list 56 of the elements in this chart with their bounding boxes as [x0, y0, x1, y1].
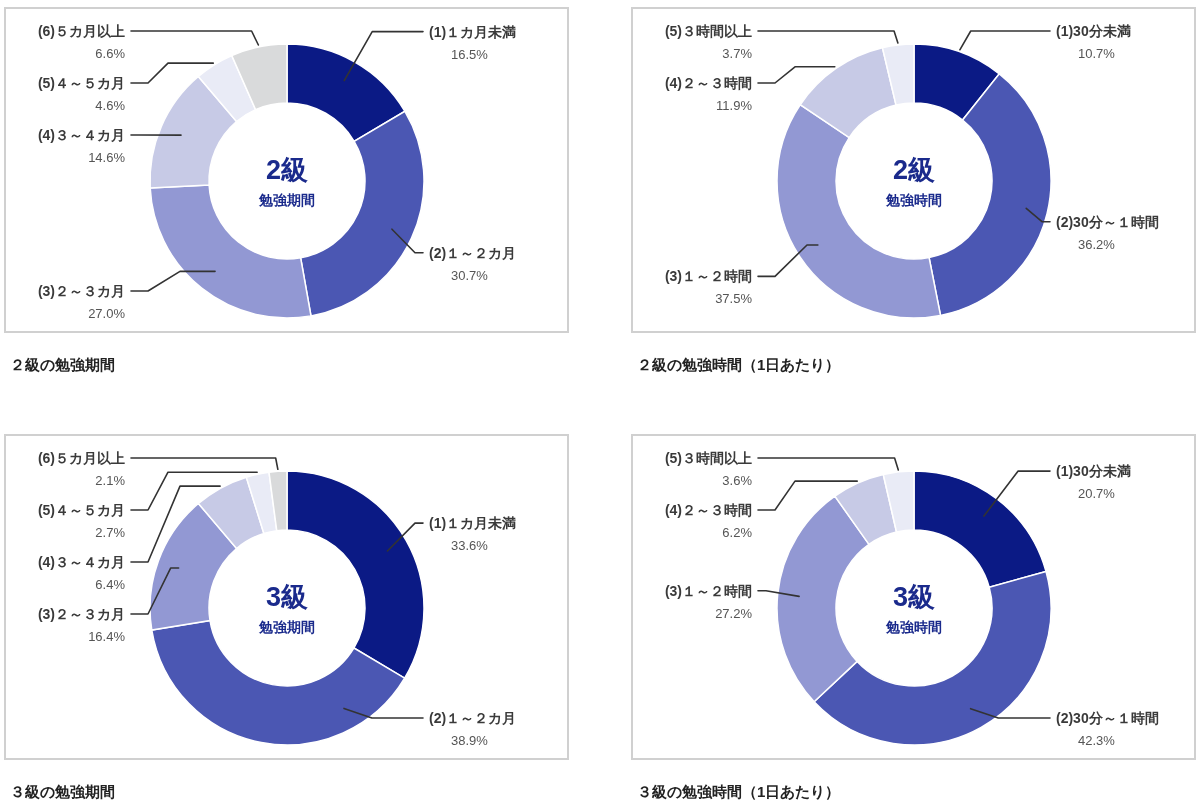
slice-label: (3)１～２時間: [664, 268, 752, 285]
text: 勉強時間: [885, 192, 942, 208]
slice-label: (2)１～２カ月: [429, 710, 517, 726]
data-label: 27.2%: [715, 605, 753, 621]
data-label: 14.6%: [88, 150, 126, 165]
data-label: 2.1%: [95, 473, 126, 488]
data-label: 42.3%: [1078, 733, 1116, 748]
slice-label: (1)30分未満: [1056, 463, 1131, 480]
slice-label: (4)３～４カ月: [37, 554, 125, 570]
data-label: 10.7%: [1078, 46, 1116, 61]
slice-label: (6)５カ月以上: [37, 23, 125, 39]
data-label: 3.6%: [722, 473, 753, 488]
slice-label: (2)１～２カ月: [429, 244, 517, 261]
text: 3級: [265, 582, 309, 612]
data-label: 4.6%: [95, 98, 126, 113]
text: 勉強時間: [885, 619, 942, 635]
data-label: 11.9%: [716, 98, 753, 113]
data-label: 38.9%: [451, 733, 489, 748]
data-label: 2.7%: [95, 525, 126, 540]
text: 3級: [892, 582, 936, 612]
data-label: 16.5%: [451, 46, 489, 62]
slice-label: (2)30分～１時間: [1056, 213, 1159, 230]
data-label: 30.7%: [451, 267, 489, 283]
data-label: 3.7%: [722, 46, 753, 61]
slice-label: (4)２～３時間: [664, 502, 752, 518]
text: ３級の勉強期間: [10, 783, 115, 800]
data-label: 37.5%: [715, 291, 753, 307]
slice-label: (3)２～３カ月: [37, 606, 125, 622]
slice-label: (5)３時間以上: [664, 450, 752, 466]
data-label: 6.2%: [722, 525, 753, 540]
text: 2級: [265, 155, 309, 185]
text: 勉強期間: [258, 192, 315, 208]
data-label: 6.4%: [95, 577, 126, 592]
data-label: 33.6%: [451, 538, 489, 554]
slice-label: (5)３時間以上: [664, 23, 752, 39]
slice-label: (5)４～５カ月: [37, 75, 125, 91]
slice-label: (6)５カ月以上: [37, 450, 125, 466]
text: ２級の勉強期間: [10, 356, 115, 373]
text: 勉強期間: [258, 619, 315, 635]
data-label: 20.7%: [1078, 486, 1116, 502]
text: 2級: [892, 155, 936, 185]
text: ２級の勉強時間（1日あたり）: [637, 356, 841, 373]
data-label: 27.0%: [88, 306, 126, 321]
slice-label: (1)30分未満: [1056, 23, 1131, 39]
data-label: 16.4%: [88, 629, 126, 644]
slice-label: (1)１カ月未満: [429, 515, 517, 532]
slice-label: (5)４～５カ月: [37, 502, 125, 518]
data-label: 6.6%: [95, 46, 126, 61]
slice-label: (1)１カ月未満: [429, 23, 517, 40]
slice-label: (3)２～３カ月: [37, 283, 125, 299]
text: ３級の勉強時間（1日あたり）: [637, 783, 841, 800]
slice-label: (3)１～２時間: [664, 582, 752, 599]
slice-label: (2)30分～１時間: [1056, 710, 1159, 726]
data-label: 36.2%: [1078, 236, 1116, 252]
slice-label: (4)２～３時間: [664, 75, 752, 91]
slice-label: (4)３～４カ月: [37, 127, 125, 143]
